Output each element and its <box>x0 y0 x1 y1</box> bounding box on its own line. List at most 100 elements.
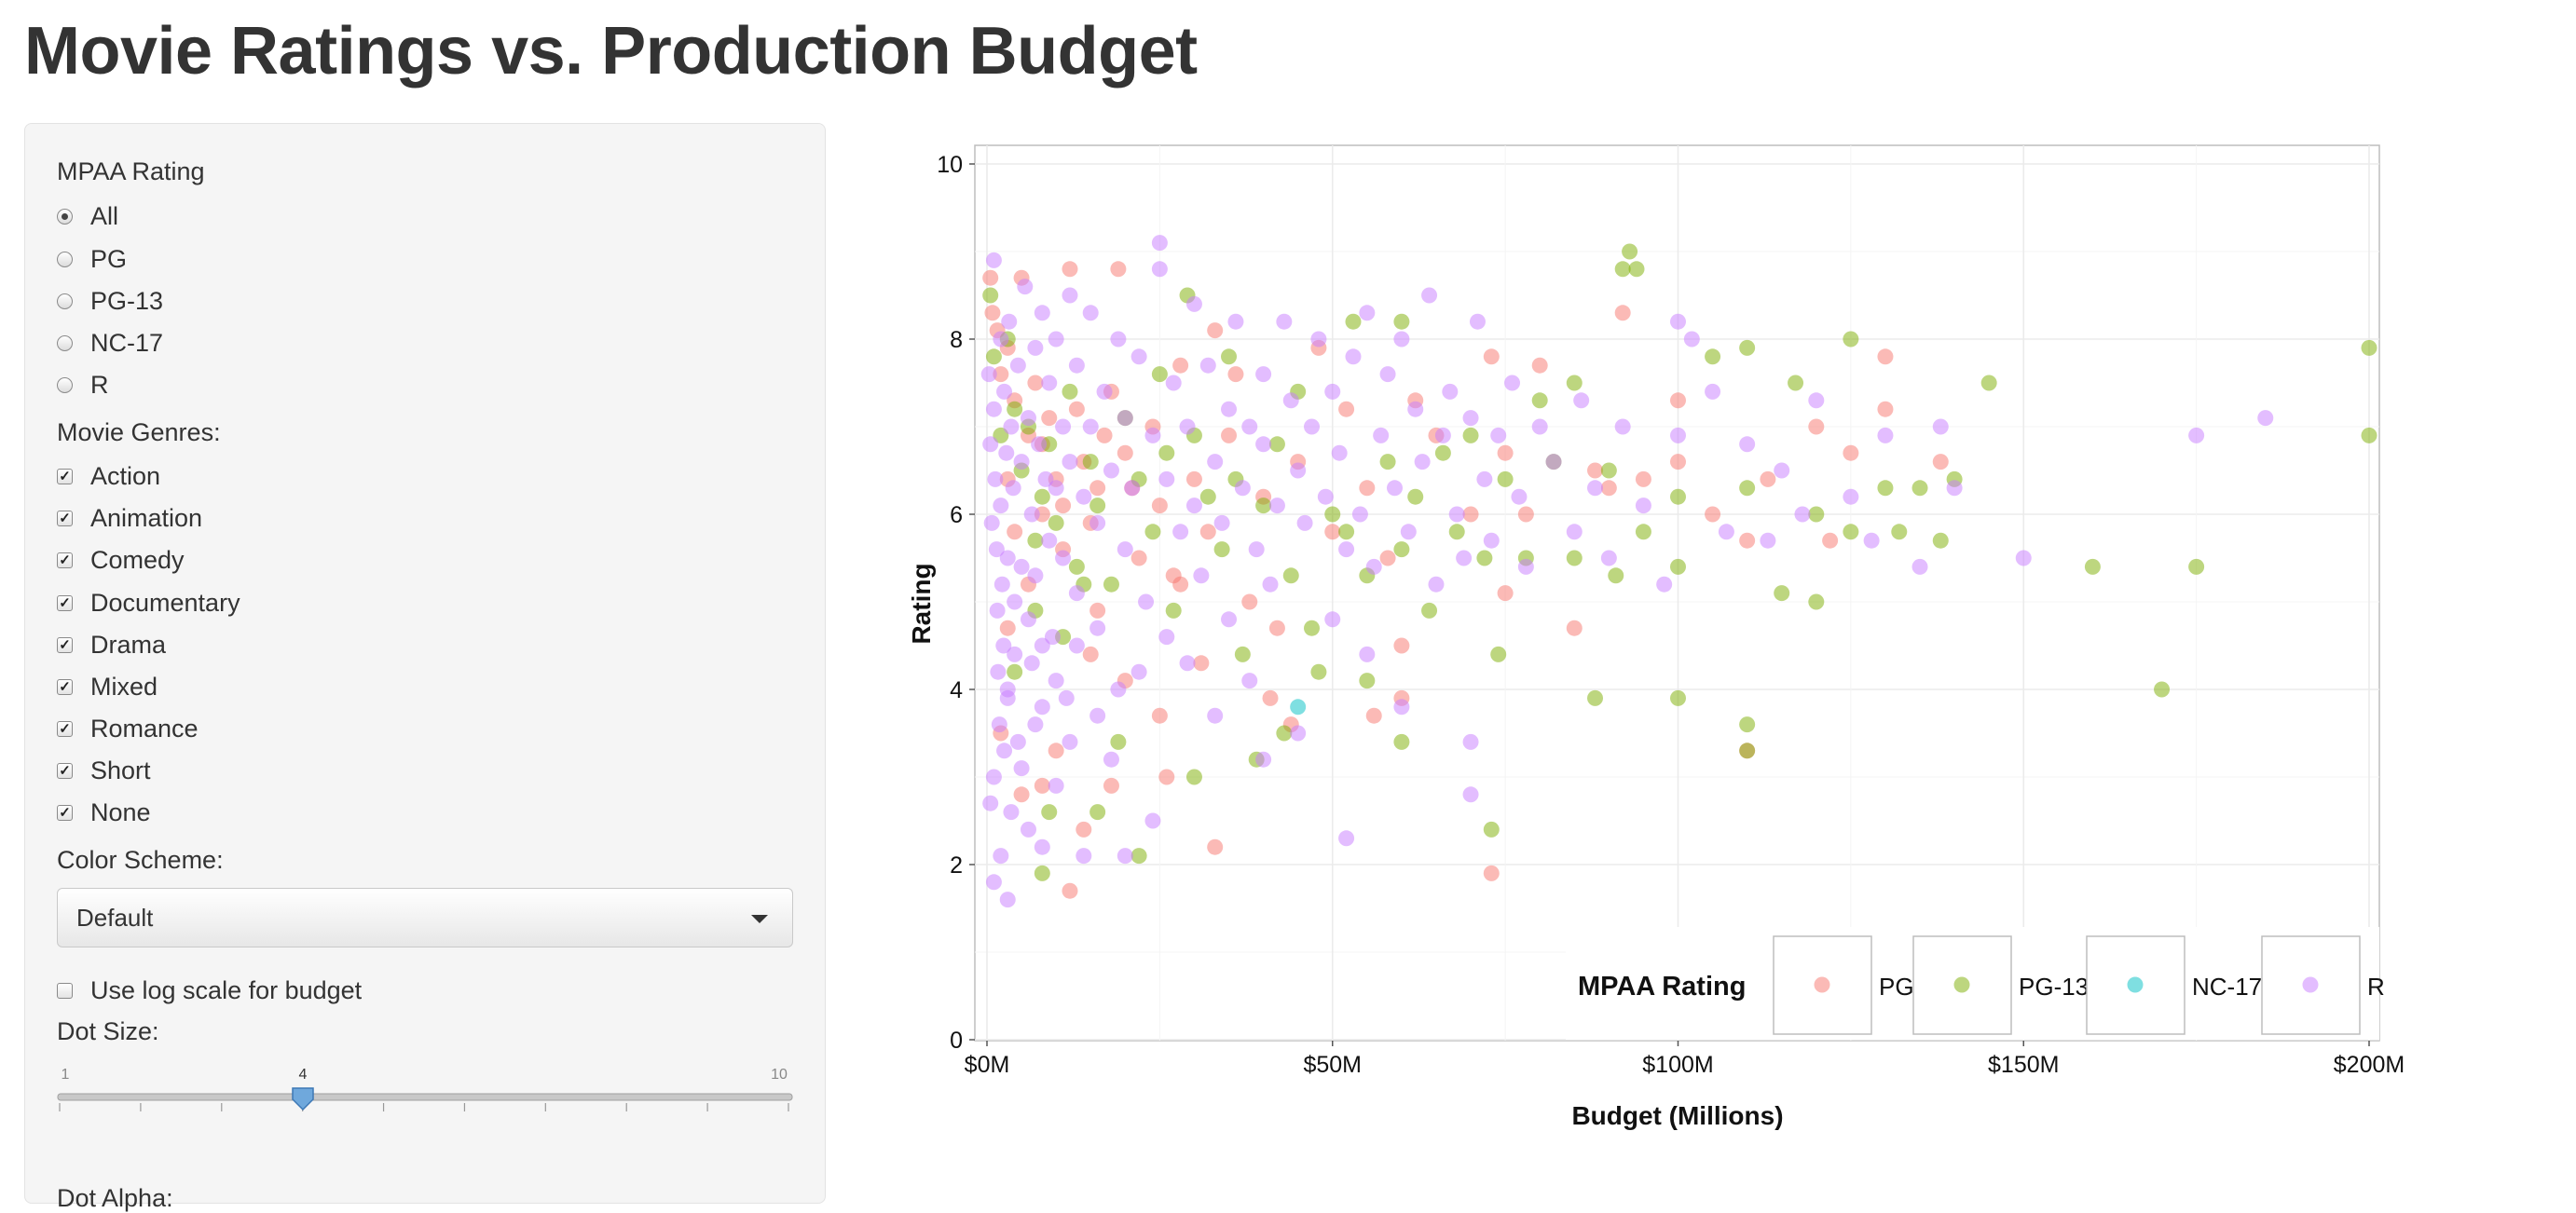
data-point-pg-13 <box>1338 524 1355 540</box>
data-point-r <box>1386 480 1403 497</box>
radio-mpaa-nc17[interactable]: NC-17 <box>57 324 163 361</box>
data-point-r <box>1573 392 1590 409</box>
checkbox-checked[interactable]: ✓ <box>57 552 73 568</box>
data-point-pg-13 <box>1891 524 1908 540</box>
data-point-r <box>1739 436 1756 453</box>
checkbox-checked[interactable]: ✓ <box>57 762 73 779</box>
radio-mpaa-r[interactable]: R <box>57 366 109 403</box>
color-scheme-select[interactable]: Default <box>57 888 793 947</box>
data-point-pg <box>1670 454 1686 470</box>
checkbox-log-scale[interactable]: Use log scale for budget <box>57 972 362 1009</box>
checkbox-genre-documentary[interactable]: ✓ Documentary <box>57 584 240 621</box>
data-point-r <box>1324 383 1341 400</box>
radio-mpaa-all[interactable]: All <box>57 198 118 235</box>
data-point-r <box>1255 366 1272 383</box>
radio-button[interactable] <box>57 251 73 267</box>
data-point-r <box>1020 821 1036 838</box>
checkbox-checked[interactable]: ✓ <box>57 720 73 737</box>
data-point-r <box>1082 418 1099 435</box>
data-point-pg-13 <box>1007 401 1023 417</box>
data-point-pg-13 <box>1670 689 1686 706</box>
data-point-r <box>1207 707 1224 724</box>
data-point-r <box>1185 295 1202 312</box>
radio-button[interactable] <box>57 293 73 309</box>
data-point-pg-13 <box>1421 602 1438 619</box>
data-point-r <box>1034 305 1050 321</box>
checkbox-genre-romance[interactable]: ✓ Romance <box>57 710 199 747</box>
data-point-pg-13 <box>2361 427 2377 443</box>
radio-mpaa-pg[interactable]: PG <box>57 240 127 278</box>
checkbox-genre-comedy[interactable]: ✓ Comedy <box>57 541 185 579</box>
data-point-pg <box>1877 401 1894 417</box>
data-point-pg <box>1497 444 1514 461</box>
slider-max-label: 10 <box>771 1067 788 1083</box>
data-point-r <box>1760 532 1776 549</box>
checkbox-checked[interactable]: ✓ <box>57 468 73 484</box>
radio-label: NC-17 <box>90 328 164 357</box>
data-point-r <box>1469 313 1486 330</box>
data-point-r <box>983 514 1000 531</box>
data-point-pg-13 <box>1158 444 1175 461</box>
data-point-r <box>1296 514 1313 531</box>
checkbox-checked[interactable]: ✓ <box>57 678 73 695</box>
data-point-pg-13 <box>1199 488 1216 505</box>
data-point-pg <box>1110 261 1127 278</box>
data-point-r <box>1103 751 1119 768</box>
data-point-r <box>1068 585 1085 602</box>
data-point-r <box>1103 462 1119 479</box>
radio-button[interactable] <box>57 376 73 393</box>
data-point-r <box>1946 480 1963 497</box>
checkbox-unchecked[interactable] <box>57 982 73 999</box>
data-point-pg-13 <box>1393 541 1410 558</box>
checkbox-genre-drama[interactable]: ✓ Drama <box>57 626 166 663</box>
checkbox-checked[interactable]: ✓ <box>57 804 73 821</box>
data-point-pg <box>1614 305 1631 321</box>
slider-track[interactable] <box>57 1093 793 1101</box>
data-point-r <box>1117 848 1133 865</box>
data-point-r <box>1009 357 1026 374</box>
data-point-r <box>1009 733 1026 750</box>
checkbox-genre-short[interactable]: ✓ Short <box>57 752 151 789</box>
data-point-r <box>982 436 999 453</box>
checkbox-genre-none[interactable]: ✓ None <box>57 794 151 831</box>
data-point-r <box>1117 410 1133 427</box>
radio-button[interactable] <box>57 208 73 225</box>
data-point-r <box>1023 506 1040 523</box>
dot-size-slider[interactable]: 1 4 10 <box>57 1067 793 1111</box>
data-point-r <box>1545 454 1562 470</box>
data-point-pg <box>1497 585 1514 602</box>
data-point-r <box>1003 804 1020 821</box>
data-point-pg <box>1027 375 1044 391</box>
data-point-r <box>1110 331 1127 348</box>
data-point-pg <box>1808 418 1825 435</box>
checkbox-checked[interactable]: ✓ <box>57 636 73 653</box>
data-point-r <box>999 892 1016 908</box>
data-point-r <box>1068 357 1085 374</box>
data-point-r <box>1013 760 1030 777</box>
data-point-pg-13 <box>1407 488 1424 505</box>
checkbox-checked[interactable]: ✓ <box>57 510 73 526</box>
data-point-pg-13 <box>1034 488 1050 505</box>
data-point-pg-13 <box>1255 497 1272 514</box>
data-point-pg <box>1462 506 1479 523</box>
data-point-r <box>1027 339 1044 356</box>
data-point-r <box>1504 375 1521 391</box>
data-point-r <box>1144 427 1161 443</box>
data-point-pg <box>1365 707 1382 724</box>
data-point-r <box>1442 383 1459 400</box>
checkbox-genre-mixed[interactable]: ✓ Mixed <box>57 668 158 705</box>
checkbox-genre-action[interactable]: ✓ Action <box>57 457 160 495</box>
data-point-r <box>993 576 1010 593</box>
checkbox-genre-animation[interactable]: ✓ Animation <box>57 499 202 537</box>
data-point-pg-13 <box>1144 524 1161 540</box>
data-point-pg <box>1600 480 1617 497</box>
data-point-nc-17 <box>1290 699 1307 716</box>
slider-handle[interactable] <box>292 1087 314 1111</box>
data-point-pg <box>1117 444 1133 461</box>
data-point-pg <box>1082 646 1099 662</box>
checkbox-checked[interactable]: ✓ <box>57 594 73 611</box>
data-point-r <box>1843 488 1859 505</box>
radio-button[interactable] <box>57 334 73 351</box>
radio-mpaa-pg13[interactable]: PG-13 <box>57 282 163 320</box>
data-point-pg-13 <box>1379 454 1396 470</box>
